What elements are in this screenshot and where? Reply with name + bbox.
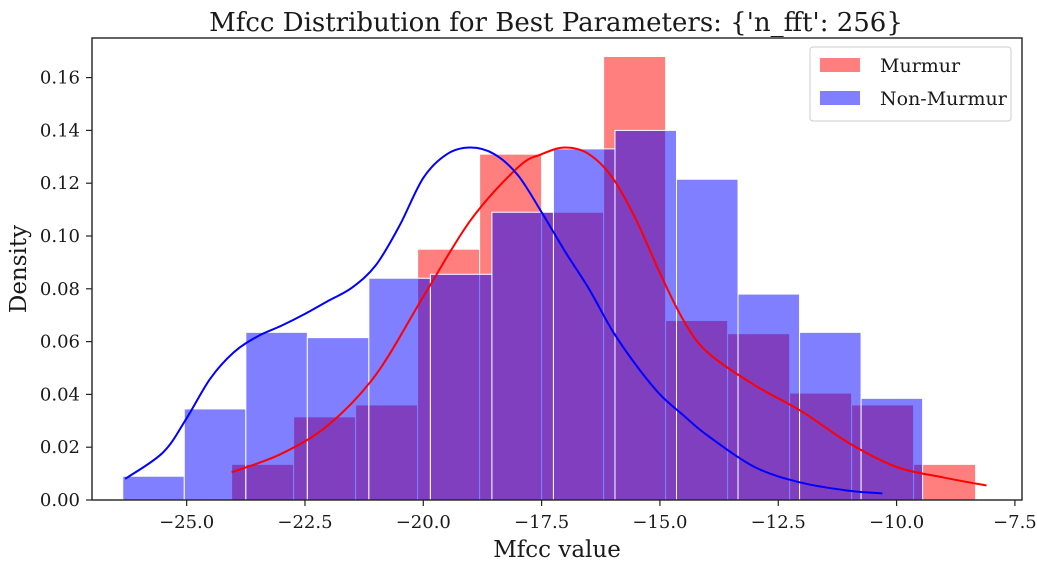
non-murmur-bar <box>306 337 370 501</box>
x-tick-label: −12.5 <box>751 512 806 533</box>
murmur-legend-swatch <box>820 58 860 72</box>
y-tick-label: 0.10 <box>40 226 80 247</box>
murmur-legend-label: Murmur <box>880 55 961 77</box>
y-tick-label: 0.08 <box>40 279 80 300</box>
non-murmur-bar <box>860 397 924 501</box>
non-murmur-bar <box>429 273 493 501</box>
x-tick-label: −10.0 <box>869 512 924 533</box>
bars-layer <box>122 55 977 501</box>
x-tick-label: −7.5 <box>993 512 1037 533</box>
y-tick-label: 0.16 <box>40 68 80 89</box>
legend: Murmur Non-Murmur <box>809 46 1012 122</box>
non-murmur-bar <box>676 178 739 501</box>
murmur-kde-line <box>231 146 987 487</box>
non-murmur-legend-swatch <box>820 91 860 105</box>
y-tick-label: 0.14 <box>40 120 80 141</box>
chart-title: Mfcc Distribution for Best Parameters: {… <box>209 8 903 38</box>
non-murmur-bar <box>245 331 308 501</box>
x-axis-label: Mfcc value <box>493 537 621 563</box>
x-tick-label: −25.0 <box>159 512 214 533</box>
x-tick-label: −15.0 <box>632 512 687 533</box>
y-tick-label: 0.04 <box>40 384 80 405</box>
non-murmur-kde-line <box>124 146 883 495</box>
non-murmur-bar <box>552 148 616 501</box>
x-tick-label: −22.5 <box>277 512 332 533</box>
x-tick-label: −17.5 <box>514 512 569 533</box>
x-axis: −25.0 −22.5 −20.0 −17.5 −15.0 −12.5 −10.0 −7.5 <box>159 500 1037 533</box>
y-tick-label: 0.00 <box>40 490 80 511</box>
y-tick-label: 0.12 <box>40 173 80 194</box>
plot-frame <box>91 37 1023 501</box>
non-murmur-bar <box>183 408 247 501</box>
y-axis: 0.00 0.02 0.04 0.06 0.08 0.10 0.12 0.14 0.16 <box>40 68 92 511</box>
legend-box <box>809 46 1012 122</box>
non-murmur-legend-label: Non-Murmur <box>880 88 1008 110</box>
y-axis-label: Density <box>6 225 32 313</box>
y-tick-label: 0.02 <box>40 437 80 458</box>
y-tick-label: 0.06 <box>40 332 80 353</box>
x-tick-label: −20.0 <box>396 512 451 533</box>
non-murmur-bar <box>122 475 185 501</box>
non-murmur-bar <box>368 277 431 501</box>
non-murmur-bar <box>491 211 554 501</box>
non-murmur-bar <box>614 129 678 501</box>
non-murmur-bar <box>737 293 801 501</box>
kde-layer <box>124 146 987 495</box>
